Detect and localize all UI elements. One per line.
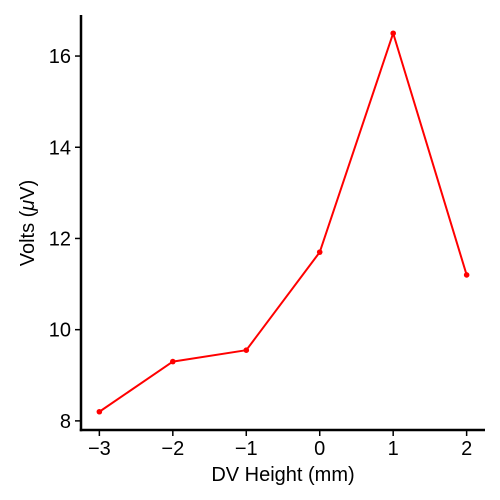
y-axis-ticks: 8 10 12 14 16 — [49, 46, 81, 433]
data-point — [390, 30, 396, 37]
x-axis-title: DV Height (mm) — [211, 464, 354, 486]
data-point — [463, 272, 470, 278]
y-axis-title-suffix: V) — [17, 180, 39, 200]
y-tick-label: 14 — [49, 137, 71, 159]
plot-area — [96, 30, 470, 415]
data-point — [96, 408, 103, 415]
x-tick-label: 0 — [314, 438, 325, 460]
y-axis-title-mu: μ — [17, 200, 39, 212]
series-line — [98, 32, 468, 413]
x-axis-ticks: −3 −2 −1 0 1 2 — [88, 430, 472, 460]
x-tick-label: −2 — [161, 438, 184, 460]
y-tick-label: 8 — [60, 411, 71, 433]
x-tick-label: −3 — [88, 438, 111, 460]
y-tick-label: 16 — [49, 46, 71, 68]
data-point — [316, 249, 323, 255]
y-axis-title-prefix: Volts ( — [17, 210, 39, 266]
data-point — [243, 347, 250, 353]
y-tick-label: 10 — [49, 320, 71, 342]
x-tick-label: 1 — [388, 438, 399, 460]
data-point — [170, 358, 176, 365]
x-tick-label: −1 — [235, 438, 258, 460]
x-tick-label: 2 — [461, 438, 472, 460]
y-tick-label: 12 — [49, 228, 71, 250]
y-axis-title: Volts (μV) — [17, 180, 39, 267]
